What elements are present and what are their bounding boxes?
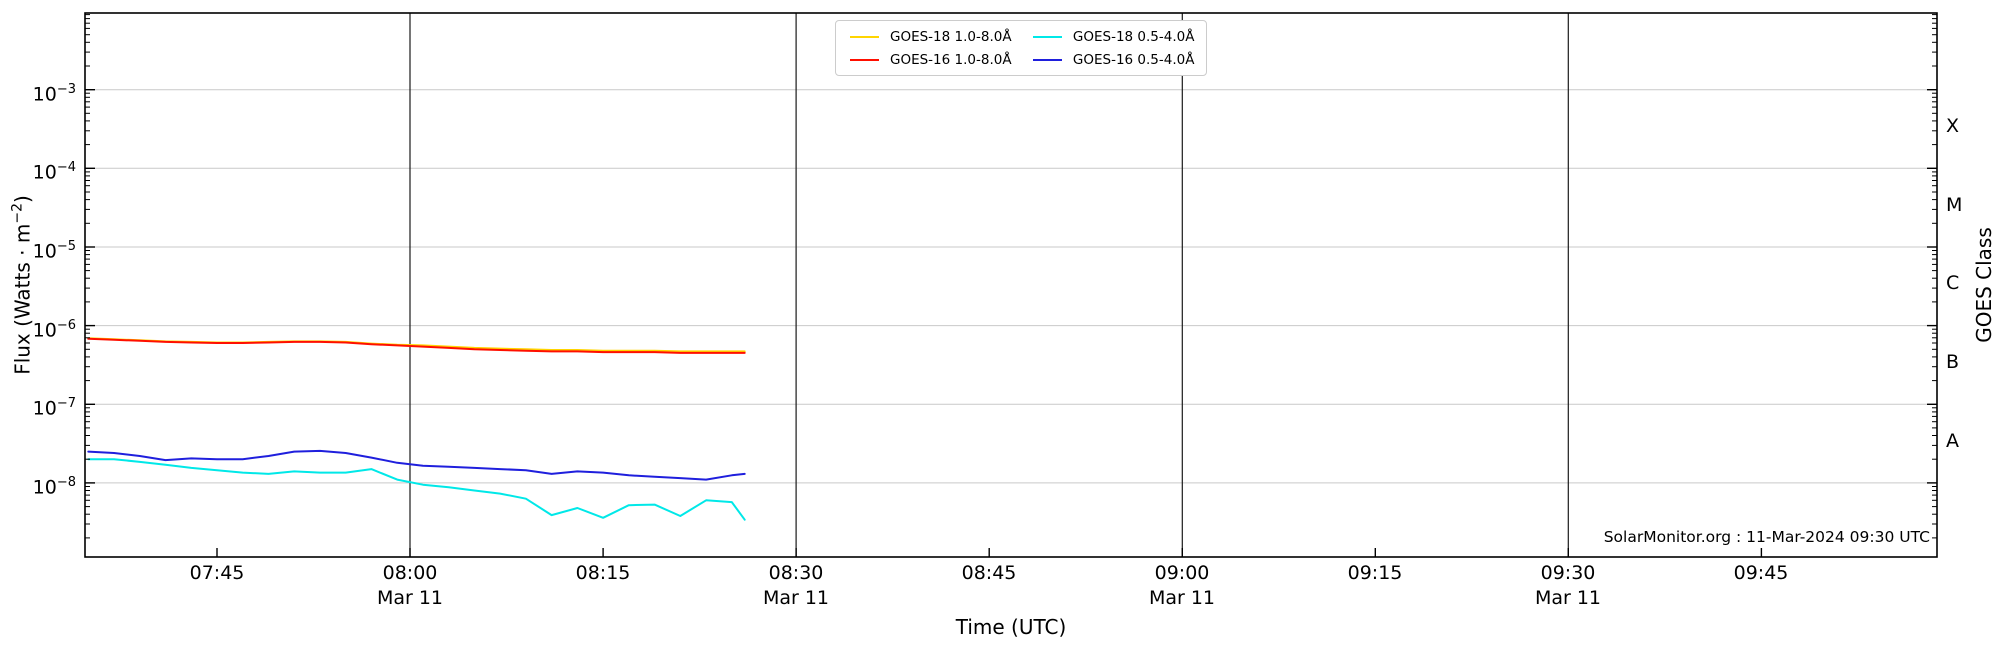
y-axis-title: Flux (Watts · m−2) xyxy=(10,195,35,375)
x-tick-label: 08:00 xyxy=(382,562,438,584)
legend-item-goes18-short: GOES-18 0.5-4.0Å xyxy=(1032,28,1196,45)
legend-label-goes16-short: GOES-16 0.5-4.0Å xyxy=(1072,51,1195,68)
x-tick-label: 09:15 xyxy=(1347,562,1403,584)
y-tick-label: 10−3 xyxy=(32,82,76,106)
y-tick-label: 10−8 xyxy=(32,475,76,499)
x-tick-label: 08:15 xyxy=(575,562,631,584)
y-tick-label: 10−5 xyxy=(32,239,76,263)
legend-item-goes16-short: GOES-16 0.5-4.0Å xyxy=(1032,51,1196,68)
x-tick-label: 08:45 xyxy=(961,562,1017,584)
right-axis-title: GOES Class xyxy=(1972,227,1996,343)
legend-item-goes16-long: GOES-16 1.0-8.0Å xyxy=(850,52,1033,68)
y-axis-title-close: ) xyxy=(10,195,35,204)
legend-line-goes18-long xyxy=(850,35,879,38)
legend-label-goes18-long: GOES-18 1.0-8.0Å xyxy=(890,28,1012,45)
x-date-label: Mar 11 xyxy=(376,587,444,609)
x-date-label: Mar 11 xyxy=(762,587,830,609)
legend-line-goes16-long xyxy=(850,58,879,61)
legend-column-short-channel: GOES-18 0.5-4.0Å GOES-16 0.5-4.0Å xyxy=(1032,25,1196,71)
y-tick-label: 10−4 xyxy=(32,160,76,184)
x-axis-title: Time (UTC) xyxy=(955,615,1067,639)
goes-class-label: M xyxy=(1946,194,1963,216)
x-date-label: Mar 11 xyxy=(1148,587,1216,609)
goes-class-label: A xyxy=(1946,430,1959,452)
x-tick-label: 09:00 xyxy=(1154,562,1210,584)
legend-item-goes18-long: GOES-18 1.0-8.0Å xyxy=(850,29,1033,45)
legend-column-long-channel: GOES-18 1.0-8.0Å GOES-16 1.0-8.0Å xyxy=(850,25,1033,71)
x-tick-label: 09:30 xyxy=(1540,562,1596,584)
y-axis-title-exponent: −2 xyxy=(9,203,26,224)
x-tick-label: 09:45 xyxy=(1733,562,1789,584)
legend-line-goes16-short xyxy=(1032,58,1062,61)
legend-box: GOES-18 1.0-8.0Å GOES-16 1.0-8.0Å GOES-1… xyxy=(835,20,1207,76)
legend-label-goes18-short: GOES-18 0.5-4.0Å xyxy=(1072,28,1195,45)
legend-label-goes16-long: GOES-16 1.0-8.0Å xyxy=(890,51,1012,68)
credit-text: SolarMonitor.org : 11-Mar-2024 09:30 UTC xyxy=(1603,528,1930,546)
x-tick-label: 07:45 xyxy=(189,562,245,584)
x-tick-label: 08:30 xyxy=(768,562,824,584)
y-axis-title-text: Flux (Watts · m xyxy=(10,223,35,375)
goes-class-label: X xyxy=(1946,115,1960,137)
y-tick-label: 10−7 xyxy=(32,396,76,420)
x-date-label: Mar 11 xyxy=(1534,587,1602,609)
legend-line-goes18-short xyxy=(1032,35,1062,38)
goes-class-label: C xyxy=(1946,272,1960,294)
y-tick-label: 10−6 xyxy=(32,318,76,342)
goes-class-label: B xyxy=(1946,351,1960,373)
